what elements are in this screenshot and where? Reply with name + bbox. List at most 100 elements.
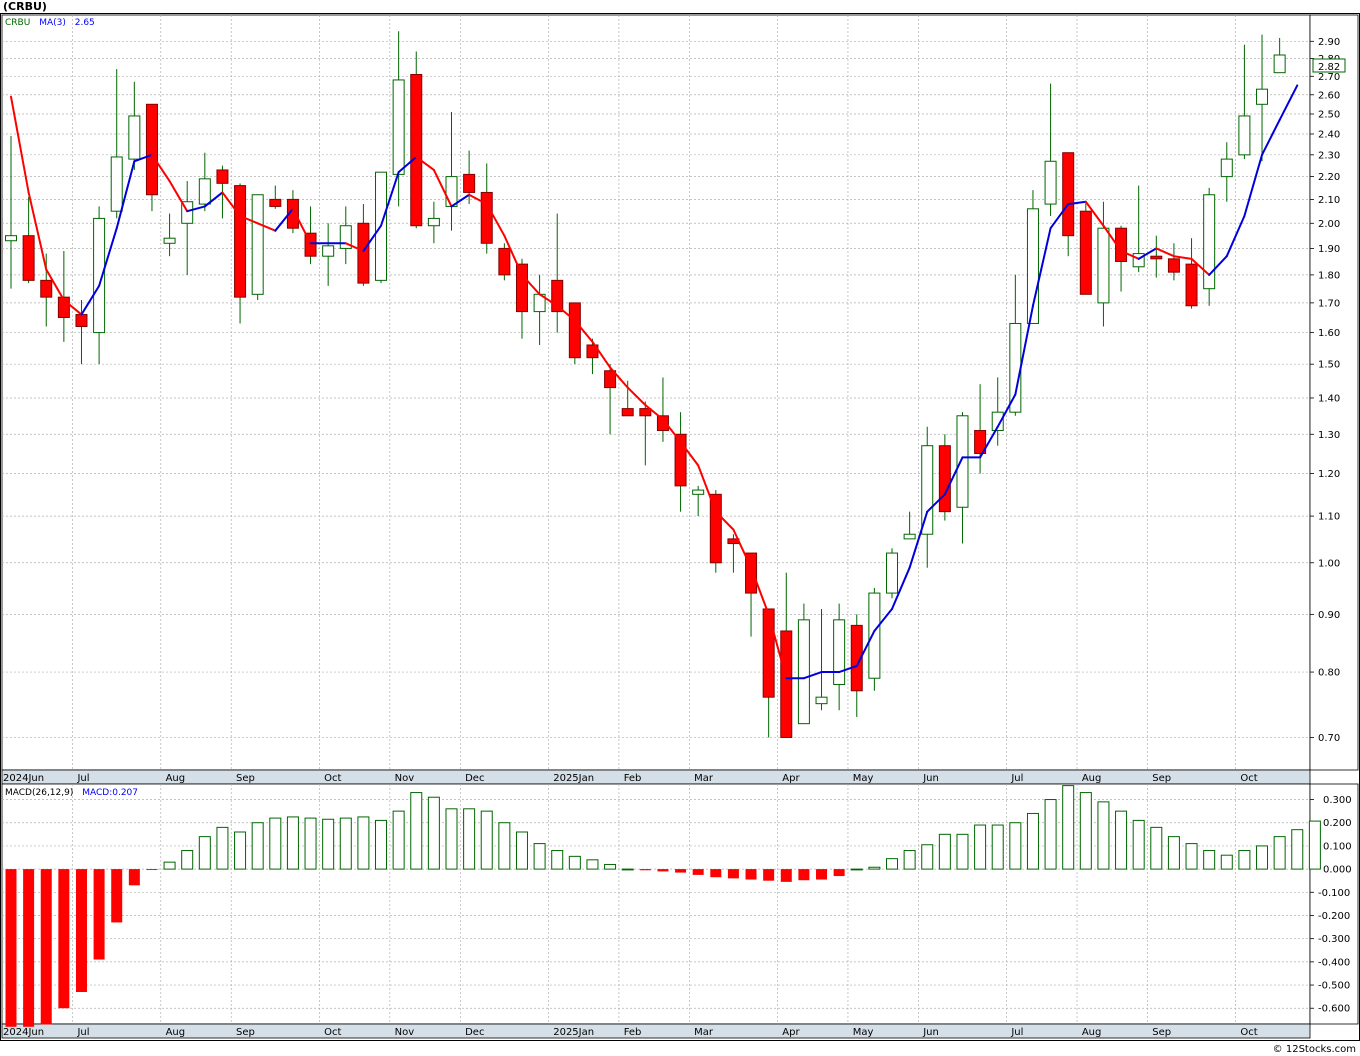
ma-segment bbox=[767, 613, 788, 680]
month-label: Jun bbox=[922, 1027, 939, 1038]
candle-body bbox=[163, 237, 176, 244]
macd-bar bbox=[780, 869, 792, 882]
price-tick-label: 2.30 bbox=[1318, 150, 1340, 161]
ma-segment bbox=[186, 205, 206, 213]
ma-segment bbox=[1225, 214, 1246, 258]
last-price-label: 2.82 bbox=[1318, 62, 1340, 73]
price-tick-label: 2.40 bbox=[1318, 129, 1340, 140]
month-label: Jun bbox=[922, 773, 939, 784]
macd-bar bbox=[375, 819, 388, 870]
macd-bar bbox=[868, 866, 881, 870]
macd-bar bbox=[1291, 829, 1304, 870]
candle-body bbox=[674, 433, 687, 487]
month-label: 2025Jan bbox=[553, 1027, 594, 1038]
macd-bar bbox=[551, 850, 564, 870]
ma-segment bbox=[644, 404, 664, 421]
macd-bar bbox=[58, 869, 70, 1009]
price-tick-label: 1.80 bbox=[1318, 270, 1340, 281]
price-tick-label: 2.60 bbox=[1318, 90, 1340, 101]
ma-segment bbox=[168, 180, 189, 213]
macd-bar bbox=[5, 869, 17, 1027]
month-strip-bottom bbox=[1, 1023, 1311, 1039]
ma-segment bbox=[362, 224, 383, 252]
macd-bar bbox=[163, 861, 176, 870]
month-label: Sep bbox=[236, 773, 255, 784]
macd-bar bbox=[1220, 854, 1233, 870]
candle-body bbox=[551, 279, 564, 313]
candle-body bbox=[480, 191, 493, 244]
last-price-tag bbox=[1312, 58, 1346, 73]
macd-bars bbox=[5, 785, 1321, 1027]
candles bbox=[5, 31, 1286, 738]
macd-bar bbox=[286, 816, 299, 870]
candle-body bbox=[339, 225, 352, 249]
macd-bar bbox=[921, 844, 934, 870]
price-tick-label: 1.70 bbox=[1318, 298, 1340, 309]
macd-bar bbox=[1132, 819, 1145, 870]
ma-segment bbox=[397, 155, 418, 174]
macd-bar bbox=[991, 824, 1004, 870]
month-label: Mar bbox=[694, 1027, 714, 1038]
month-label: Sep bbox=[236, 1027, 255, 1038]
ma-segment bbox=[1243, 153, 1264, 217]
macd-bar bbox=[93, 869, 105, 960]
candle-body bbox=[357, 222, 370, 284]
macd-tick-labels: 0.300 0.200 0.100 0.000 -0.100 -0.200 -0.300 -0… bbox=[1318, 795, 1352, 1015]
macd-bar bbox=[604, 863, 617, 870]
ma-segment bbox=[203, 191, 224, 208]
macd-bar bbox=[392, 810, 405, 870]
candle-body bbox=[797, 619, 810, 725]
candle-body bbox=[515, 263, 528, 313]
price-tick-labels: 2.902.802.702.602.502.402.302.202.102.00… bbox=[1318, 37, 1340, 744]
macd-bar bbox=[445, 808, 458, 870]
candle-body bbox=[5, 235, 17, 242]
candle-body bbox=[1009, 322, 1022, 413]
macd-bar bbox=[1150, 826, 1163, 870]
macd-bar bbox=[974, 824, 987, 870]
ma-segment bbox=[591, 340, 612, 369]
macd-bar bbox=[1203, 850, 1216, 870]
candle-body bbox=[568, 302, 581, 359]
macd-tick-label: 0.000 bbox=[1323, 865, 1352, 876]
macd-bar bbox=[1097, 801, 1110, 870]
macd-bar bbox=[533, 843, 546, 870]
ma-segment bbox=[274, 207, 294, 232]
price-tick-label: 2.70 bbox=[1318, 72, 1340, 83]
month-strip-top bbox=[1, 769, 1311, 785]
ma-segment bbox=[1049, 203, 1070, 230]
ma-segment bbox=[1137, 247, 1158, 260]
candle-body bbox=[145, 103, 158, 196]
candle-body bbox=[1026, 208, 1039, 324]
candle-body bbox=[57, 296, 70, 319]
month-label: Mar bbox=[694, 773, 714, 784]
macd-bar bbox=[850, 868, 863, 871]
macd-tick-label: -0.500 bbox=[1318, 981, 1350, 992]
candle-body bbox=[1256, 88, 1269, 105]
candle-body bbox=[1167, 258, 1180, 273]
month-label: Apr bbox=[782, 773, 800, 784]
candle-body bbox=[639, 408, 652, 417]
candle-body bbox=[22, 235, 35, 281]
ma-segment bbox=[239, 214, 259, 225]
ma-segment bbox=[1278, 84, 1299, 121]
macd-tick-label: -0.100 bbox=[1318, 888, 1350, 899]
price-tick-label: 1.40 bbox=[1318, 393, 1340, 404]
ma-segment bbox=[450, 193, 471, 208]
candle-body bbox=[198, 178, 211, 205]
macd-bar bbox=[1079, 792, 1092, 870]
candle-body bbox=[1273, 54, 1286, 74]
candle-body bbox=[1062, 152, 1075, 237]
month-label: Nov bbox=[395, 773, 415, 784]
ma-segment bbox=[45, 268, 65, 302]
footer-credit: © 12Stocks.com bbox=[1273, 1044, 1356, 1055]
candle-body bbox=[991, 411, 1004, 432]
ma-segment bbox=[80, 284, 101, 316]
ma-segment bbox=[891, 566, 911, 610]
price-tick-label: 0.90 bbox=[1318, 610, 1340, 621]
ma-segment bbox=[150, 153, 171, 183]
price-tick-label: 2.10 bbox=[1318, 195, 1340, 206]
macd-bar bbox=[322, 818, 335, 870]
ma-segment bbox=[714, 510, 735, 531]
macd-bar bbox=[463, 808, 476, 870]
